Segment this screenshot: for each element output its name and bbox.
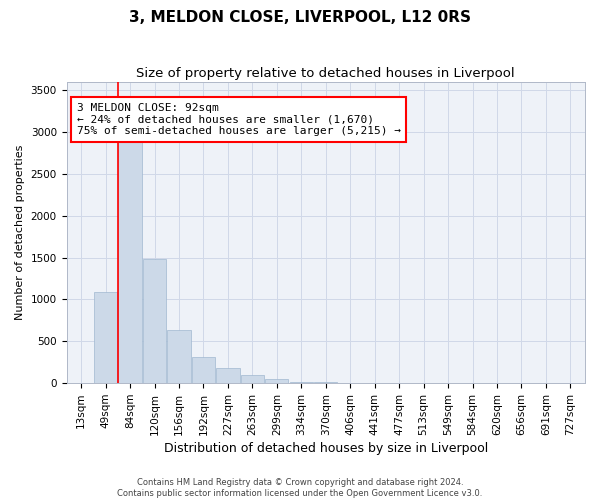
- X-axis label: Distribution of detached houses by size in Liverpool: Distribution of detached houses by size …: [164, 442, 488, 455]
- Bar: [241, 376, 264, 383]
- Bar: [94, 292, 117, 383]
- Title: Size of property relative to detached houses in Liverpool: Size of property relative to detached ho…: [136, 68, 515, 80]
- Bar: [314, 382, 337, 383]
- Bar: [290, 382, 313, 383]
- Text: 3, MELDON CLOSE, LIVERPOOL, L12 0RS: 3, MELDON CLOSE, LIVERPOOL, L12 0RS: [129, 10, 471, 25]
- Bar: [265, 380, 289, 383]
- Bar: [338, 382, 362, 383]
- Bar: [192, 357, 215, 383]
- Bar: [167, 330, 191, 383]
- Bar: [217, 368, 239, 383]
- Text: 3 MELDON CLOSE: 92sqm
← 24% of detached houses are smaller (1,670)
75% of semi-d: 3 MELDON CLOSE: 92sqm ← 24% of detached …: [77, 103, 401, 136]
- Bar: [143, 259, 166, 383]
- Y-axis label: Number of detached properties: Number of detached properties: [15, 145, 25, 320]
- Text: Contains HM Land Registry data © Crown copyright and database right 2024.
Contai: Contains HM Land Registry data © Crown c…: [118, 478, 482, 498]
- Bar: [118, 140, 142, 383]
